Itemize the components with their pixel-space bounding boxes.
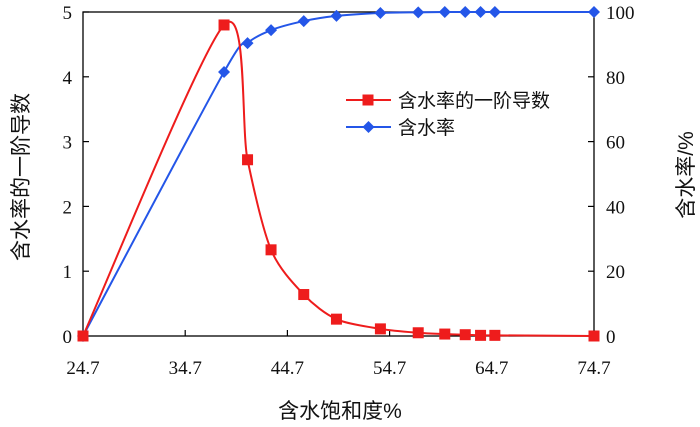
water-cut-derivative-point: [298, 289, 310, 301]
x-tick-label: 24.7: [66, 358, 99, 379]
legend-entry-water-cut: 含水率: [346, 117, 455, 139]
legend: 含水率的一阶导数 含水率: [346, 90, 550, 139]
water-cut-derivative-point: [330, 313, 342, 325]
water-cut-point: [265, 24, 278, 37]
left-y-tick-label: 1: [63, 262, 73, 283]
x-axis-ticks: 24.7 34.7 44.7 54.7 64.7 74.7: [66, 330, 611, 379]
legend-label: 含水率的一阶导数: [398, 90, 550, 112]
right-y-axis-ticks: 0 20 40 60 80 100: [588, 3, 635, 348]
left-y-tick-label: 3: [63, 133, 73, 154]
right-y-tick-label: 0: [606, 327, 616, 348]
water-cut-point: [241, 37, 254, 50]
left-y-tick-label: 4: [63, 68, 73, 89]
water-cut-point: [459, 6, 472, 18]
water-cut-derivative-point: [374, 323, 386, 335]
water-cut-derivative-point: [412, 327, 424, 339]
x-tick-label: 64.7: [475, 358, 508, 379]
x-tick-label: 34.7: [169, 358, 202, 379]
water-cut-line: [82, 10, 594, 337]
right-y-tick-label: 80: [606, 68, 625, 89]
right-y-tick-label: 100: [606, 3, 635, 24]
water-cut-derivative-point: [475, 329, 487, 341]
right-y-axis-label: 含水率/%: [675, 131, 698, 219]
water-cut-derivative-point: [459, 329, 471, 341]
legend-swatch-square-marker: [362, 94, 374, 106]
x-tick-label: 44.7: [271, 358, 304, 379]
x-tick-label: 54.7: [373, 358, 406, 379]
water-cut-point: [330, 9, 343, 22]
water-cut-derivative-point: [588, 330, 600, 342]
left-y-tick-label: 5: [63, 3, 73, 24]
water-cut-point: [474, 6, 487, 18]
series-layer: [77, 6, 600, 342]
right-y-tick-label: 20: [606, 262, 625, 283]
left-y-tick-label: 0: [63, 327, 73, 348]
right-y-tick-label: 60: [606, 133, 625, 154]
water-cut-point: [374, 6, 387, 19]
water-cut-derivative-line: [82, 20, 595, 337]
water-cut-derivative-point: [439, 328, 451, 340]
right-y-tick-label: 40: [606, 197, 625, 218]
water-cut-point: [412, 6, 425, 19]
water-cut-point: [297, 15, 310, 28]
legend-label: 含水率: [398, 117, 455, 139]
water-cut-point: [488, 6, 501, 18]
water-cut-derivative-point: [218, 19, 230, 31]
plot-area-frame: [82, 11, 595, 337]
legend-swatch-diamond-marker: [362, 121, 375, 133]
water-cut-point: [218, 65, 231, 78]
x-axis-label: 含水饱和度%: [278, 400, 402, 423]
legend-entry-derivative: 含水率的一阶导数: [346, 90, 550, 112]
water-cut-point: [438, 6, 451, 18]
water-cut-derivative-point: [77, 330, 89, 342]
x-tick-label: 74.7: [577, 358, 610, 379]
water-cut-point: [588, 6, 600, 18]
water-cut-derivative-point: [265, 244, 277, 256]
left-y-tick-label: 2: [63, 197, 73, 218]
water-cut-derivative-point: [242, 154, 254, 166]
left-y-axis-ticks: 0 1 2 3 4 5: [63, 3, 89, 348]
left-y-axis-label: 含水率的一阶导数: [10, 93, 33, 261]
water-cut-derivative-point: [489, 329, 501, 341]
